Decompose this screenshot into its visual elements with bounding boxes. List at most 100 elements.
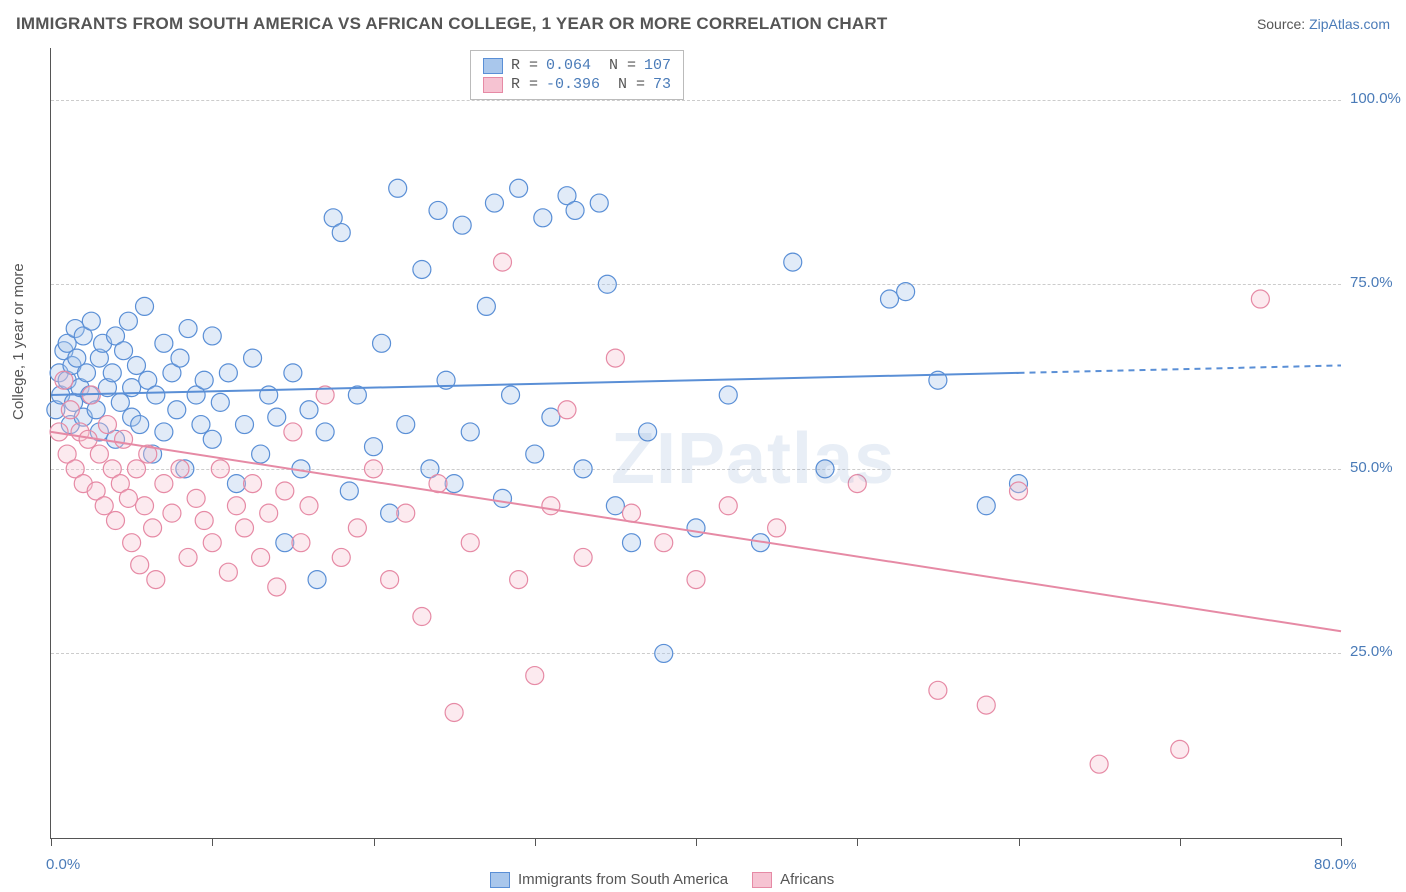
legend-item: Africans	[752, 871, 834, 888]
data-point	[461, 423, 479, 441]
data-point	[211, 393, 229, 411]
data-point	[195, 512, 213, 530]
data-point	[881, 290, 899, 308]
x-tick	[1019, 838, 1020, 846]
data-point	[268, 408, 286, 426]
legend-r-label: R =	[511, 76, 538, 93]
legend-row: R =-0.396N = 73	[483, 75, 671, 94]
source-link[interactable]: ZipAtlas.com	[1309, 16, 1390, 32]
data-point	[639, 423, 657, 441]
correlation-legend: R = 0.064N =107R =-0.396N = 73	[470, 50, 684, 100]
data-point	[244, 475, 262, 493]
data-point	[203, 430, 221, 448]
x-tick	[212, 838, 213, 846]
data-point	[144, 519, 162, 537]
data-point	[1171, 740, 1189, 758]
data-point	[606, 349, 624, 367]
data-point	[397, 416, 415, 434]
plot-area: ZIPatlas	[50, 48, 1341, 839]
data-point	[340, 482, 358, 500]
data-point	[276, 534, 294, 552]
data-point	[510, 179, 528, 197]
legend-row: R = 0.064N =107	[483, 56, 671, 75]
data-point	[115, 342, 133, 360]
data-point	[977, 696, 995, 714]
data-point	[268, 578, 286, 596]
data-point	[429, 201, 447, 219]
data-point	[219, 364, 237, 382]
data-point	[542, 408, 560, 426]
data-point	[598, 275, 616, 293]
legend-n-value: 73	[653, 76, 671, 93]
data-point	[477, 297, 495, 315]
data-point	[574, 548, 592, 566]
data-point	[211, 460, 229, 478]
data-point	[558, 401, 576, 419]
data-point	[98, 416, 116, 434]
data-point	[332, 224, 350, 242]
data-point	[147, 571, 165, 589]
data-point	[171, 349, 189, 367]
data-point	[119, 312, 137, 330]
data-point	[453, 216, 471, 234]
data-point	[284, 423, 302, 441]
data-point	[413, 260, 431, 278]
data-point	[381, 571, 399, 589]
data-point	[308, 571, 326, 589]
data-point	[131, 556, 149, 574]
data-point	[510, 571, 528, 589]
data-point	[260, 504, 278, 522]
data-point	[542, 497, 560, 515]
data-point	[136, 297, 154, 315]
source-attribution: Source: ZipAtlas.com	[1257, 16, 1390, 32]
data-point	[103, 364, 121, 382]
x-tick	[696, 838, 697, 846]
data-point	[494, 253, 512, 271]
data-point	[784, 253, 802, 271]
data-point	[655, 644, 673, 662]
legend-label: Immigrants from South America	[518, 871, 728, 888]
data-point	[179, 548, 197, 566]
data-point	[623, 534, 641, 552]
x-tick	[1341, 838, 1342, 846]
data-point	[244, 349, 262, 367]
y-tick-label: 75.0%	[1350, 274, 1393, 291]
data-point	[203, 327, 221, 345]
data-point	[203, 534, 221, 552]
source-prefix: Source:	[1257, 16, 1309, 32]
data-point	[155, 475, 173, 493]
data-point	[77, 364, 95, 382]
data-point	[168, 401, 186, 419]
data-point	[55, 371, 73, 389]
legend-r-label: R =	[511, 57, 538, 74]
y-tick-label: 50.0%	[1350, 459, 1393, 476]
legend-r-value: 0.064	[546, 57, 591, 74]
data-point	[566, 201, 584, 219]
data-point	[606, 497, 624, 515]
data-point	[816, 460, 834, 478]
data-point	[526, 667, 544, 685]
data-point	[236, 416, 254, 434]
x-tick	[535, 838, 536, 846]
data-point	[574, 460, 592, 478]
y-axis-label: College, 1 year or more	[10, 263, 27, 420]
series-legend: Immigrants from South America Africans	[490, 871, 834, 888]
x-tick	[857, 838, 858, 846]
trend-line-extension	[1019, 365, 1342, 372]
data-point	[977, 497, 995, 515]
y-tick-label: 25.0%	[1350, 643, 1393, 660]
data-point	[445, 703, 463, 721]
data-point	[768, 519, 786, 537]
data-point	[502, 386, 520, 404]
data-point	[897, 283, 915, 301]
data-point	[292, 534, 310, 552]
data-point	[389, 179, 407, 197]
data-point	[123, 534, 141, 552]
data-point	[111, 393, 129, 411]
legend-swatch	[490, 872, 510, 888]
data-point	[1251, 290, 1269, 308]
data-point	[373, 334, 391, 352]
data-point	[687, 519, 705, 537]
data-point	[300, 497, 318, 515]
y-tick-label: 100.0%	[1350, 90, 1401, 107]
